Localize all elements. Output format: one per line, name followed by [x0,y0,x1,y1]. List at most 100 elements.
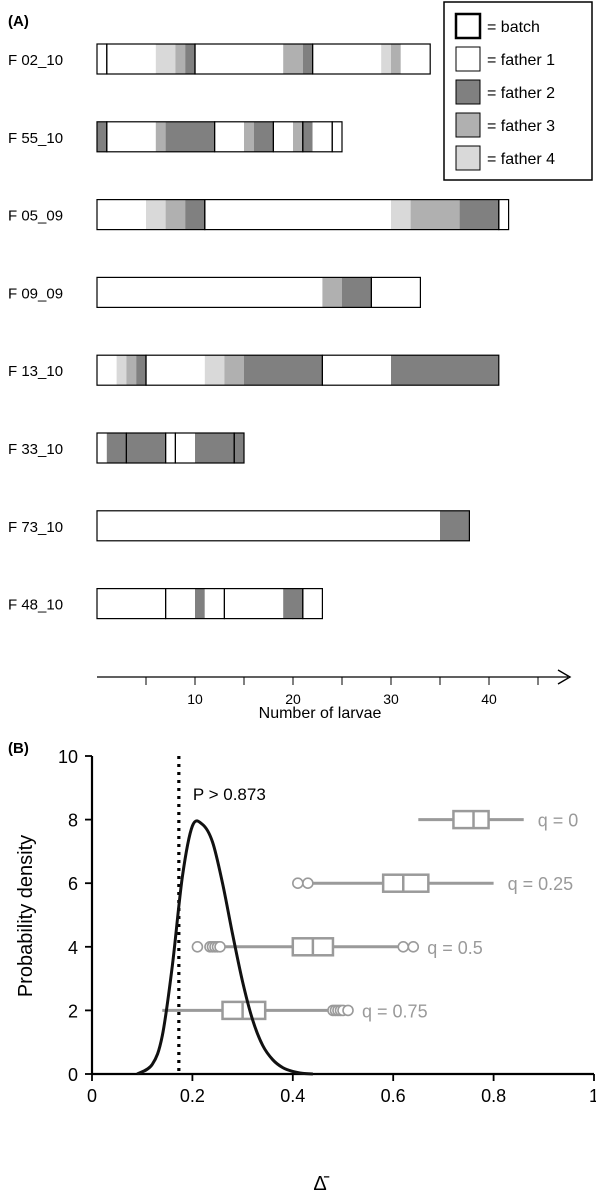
bar-segment [165,121,215,152]
bar-segment [126,433,166,463]
bar-segment [97,44,107,74]
bar-segment [498,199,509,230]
batch-outline [370,276,421,308]
y-axis-label-b: Probability density [15,835,37,997]
bar-segment [342,277,372,308]
family-label: F 48_10 [8,597,63,614]
bar-segment [459,199,499,230]
family-label: F 02_10 [8,52,63,69]
bar-segment [204,588,225,619]
x-axis-arrow-icon [557,669,572,685]
bar-segment [165,433,176,463]
family-label: F 55_10 [8,130,63,147]
bar-segment [273,121,293,152]
legend-label-f3: = father 3 [487,118,555,135]
family-row: F 09_09 [8,276,421,308]
bar-segment [116,355,127,386]
boxplot-label: q = 0.75 [362,1001,428,1021]
x-tick-label-a: 40 [481,691,497,707]
bar-segment [312,121,342,152]
batch-outline [498,199,510,231]
x-axis-label-a: Number of larvae [259,705,382,722]
bar-segment [224,355,244,386]
outlier-point [214,940,226,953]
threshold-label: P > 0.873 [193,785,266,804]
bar-segment [381,44,391,74]
batch-outline [331,121,343,153]
bar-segment [97,510,440,541]
bar-segment [97,355,117,386]
x-tick-label-b: 0.2 [180,1086,205,1106]
bar-segment [391,199,411,230]
bar-segment [283,588,303,619]
bar-segment [302,44,313,74]
bar-segment [175,44,186,74]
bar-segment [204,355,225,386]
bar-segment [106,121,156,152]
legend-swatch-f1 [455,46,481,72]
bar-rows: F 02_10 F 55_10 F 05_09 F 09_09 F 13_10 F 33_… [8,43,510,620]
legend-label-f2: = father 2 [487,85,555,102]
batch-outline [233,432,245,464]
outlier-point [397,940,410,953]
outlier-point [407,940,420,953]
bar-segment [283,44,303,74]
x-tick-label-a: 30 [383,691,399,707]
boxplot-label: q = 0 [538,811,579,831]
x-tick-label-b: 0.4 [280,1086,305,1106]
boxplot: q = 0.25 [292,873,574,894]
x-tick-label-b: 1 [589,1086,596,1106]
bar-segment [97,277,323,308]
batch-outline [96,510,470,542]
bar-segment [165,588,195,619]
panel-a: (A) F 02_10F 55_10F 05_09F 09_09F 13_10F… [8,1,593,722]
boxplot-label: q = 0.25 [508,874,574,894]
y-tick-label-b: 2 [68,1001,78,1021]
bar-segment [165,199,186,230]
x-tick-label-b: 0 [87,1086,97,1106]
bar-segment [146,355,205,386]
family-label: F 33_10 [8,441,63,458]
y-tick-label-b: 10 [58,747,78,767]
outlier-point [342,1004,354,1017]
bar-segment [195,588,205,619]
density-curve [136,819,313,1076]
panel-b-label: (B) [8,740,29,757]
density-plot: 0 2 4 6 8 10 0 0.2 0.4 0.6 0.8 1 P > 0.873 q = 0 q = 0… [58,747,596,1106]
bar-segment [244,121,254,152]
family-row: F 55_10 [8,121,343,153]
bar-segment [400,44,431,74]
x-tick-label-b: 0.8 [481,1086,506,1106]
family-label: F 13_10 [8,363,63,380]
x-tick-label-a: 20 [285,691,301,707]
bar-segment [410,199,460,230]
bar-segment [293,121,303,152]
bar-segment [224,588,284,619]
bar-segment [253,121,274,152]
outlier-point [302,877,314,890]
boxplot: q = 0.75 [162,1000,428,1021]
panel-a-label: (A) [8,13,29,30]
x-axis-a: 10 20 30 40 [97,669,572,707]
legend-swatch-batch [454,12,482,40]
bar-segment [302,588,323,619]
family-row: F 33_10 [8,432,245,464]
bar-segment [97,588,166,619]
bar-segment [106,433,127,463]
boxplot: q = 0 [418,809,579,831]
legend-swatch-f2 [455,79,481,105]
bar-segment [440,510,470,541]
bar-segment [97,199,146,230]
bar-segment [185,44,195,74]
bar-segment [214,121,244,152]
boxplot-label: q = 0.5 [427,938,483,958]
family-row: F 48_10 [8,587,323,620]
family-label: F 09_09 [8,285,63,302]
box [221,1000,267,1021]
panel-b: (B) Probability density 0 2 4 6 8 10 0 0.2 0.4 0.… [8,740,596,1195]
bar-segment [106,44,156,74]
bar-segment [146,199,166,230]
y-tick-label-b: 8 [68,811,78,831]
bar-segment [185,199,205,230]
family-row: F 13_10 [8,354,500,386]
